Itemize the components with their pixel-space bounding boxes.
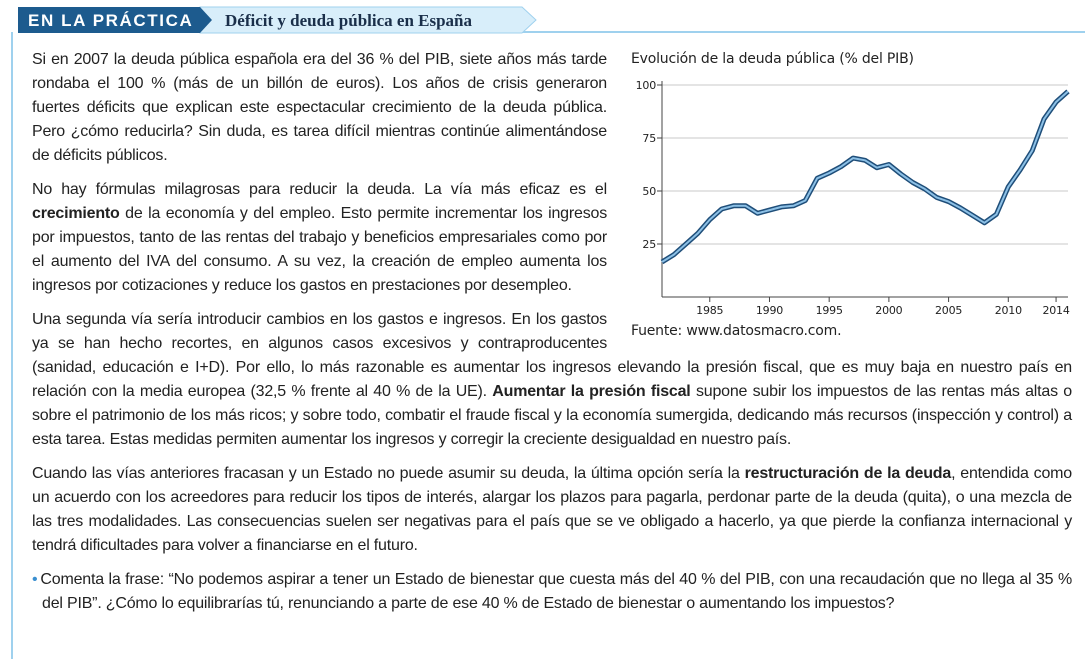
chart-source: Fuente: www.datosmacro.com. bbox=[631, 323, 841, 339]
bold-text: crecimiento bbox=[32, 205, 120, 222]
section-label: EN LA PRÁCTICA bbox=[28, 11, 193, 30]
label-tab bbox=[18, 7, 212, 33]
paragraph: No hay fórmulas milagrosas para reducir … bbox=[32, 178, 1072, 298]
text: Cuando las vías anteriores fracasan y un… bbox=[32, 465, 745, 482]
x-tick-label: 2010 bbox=[995, 304, 1022, 317]
bold-text: restructuración de la deuda bbox=[744, 465, 952, 482]
text: Una segunda vía sería introducir cambios… bbox=[32, 311, 1072, 400]
text: Si en 2007 la deuda pública española era… bbox=[32, 51, 607, 164]
chart-box: Evolución de la deuda pública (% del PIB… bbox=[627, 48, 1072, 348]
x-tick-label: 1995 bbox=[816, 304, 843, 317]
y-tick-label: 50 bbox=[642, 185, 656, 198]
x-tick-label: 2000 bbox=[875, 304, 902, 317]
content: Evolución de la deuda pública (% del PIB… bbox=[32, 48, 1072, 626]
bold-text: Aumentar la presión fiscal bbox=[492, 383, 691, 400]
line bbox=[661, 90, 1069, 263]
x-tick-label: 1990 bbox=[756, 304, 783, 317]
y-tick-label: 25 bbox=[642, 238, 656, 251]
x-tick-label: 2014 bbox=[1042, 304, 1069, 317]
text: de la economía y del empleo. Esto permit… bbox=[32, 205, 607, 294]
y-tick-label: 100 bbox=[636, 79, 657, 92]
text: No hay fórmulas milagrosas para reducir … bbox=[32, 181, 607, 198]
x-tick-label: 2005 bbox=[935, 304, 962, 317]
paragraphs: Si en 2007 la deuda pública española era… bbox=[32, 48, 1072, 558]
section-title: Déficit y deuda pública en España bbox=[225, 11, 473, 30]
y-tick-label: 75 bbox=[642, 132, 656, 145]
activity: Comenta la frase: “No podemos aspirar a … bbox=[32, 568, 1072, 616]
line-outline bbox=[660, 89, 1070, 265]
paragraph: Si en 2007 la deuda pública española era… bbox=[32, 48, 1072, 168]
text: , entendida como un acuerdo con los acre… bbox=[32, 465, 1072, 554]
text: supone subir los impuestos de las rentas… bbox=[32, 383, 1072, 448]
x-tick-label: 1985 bbox=[696, 304, 723, 317]
chart-title: Evolución de la deuda pública (% del PIB… bbox=[631, 51, 914, 67]
chart: Evolución de la deuda pública (% del PIB… bbox=[631, 51, 1070, 339]
paragraph: Una segunda vía sería introducir cambios… bbox=[32, 308, 1072, 452]
paragraph: Cuando las vías anteriores fracasan y un… bbox=[32, 462, 1072, 558]
